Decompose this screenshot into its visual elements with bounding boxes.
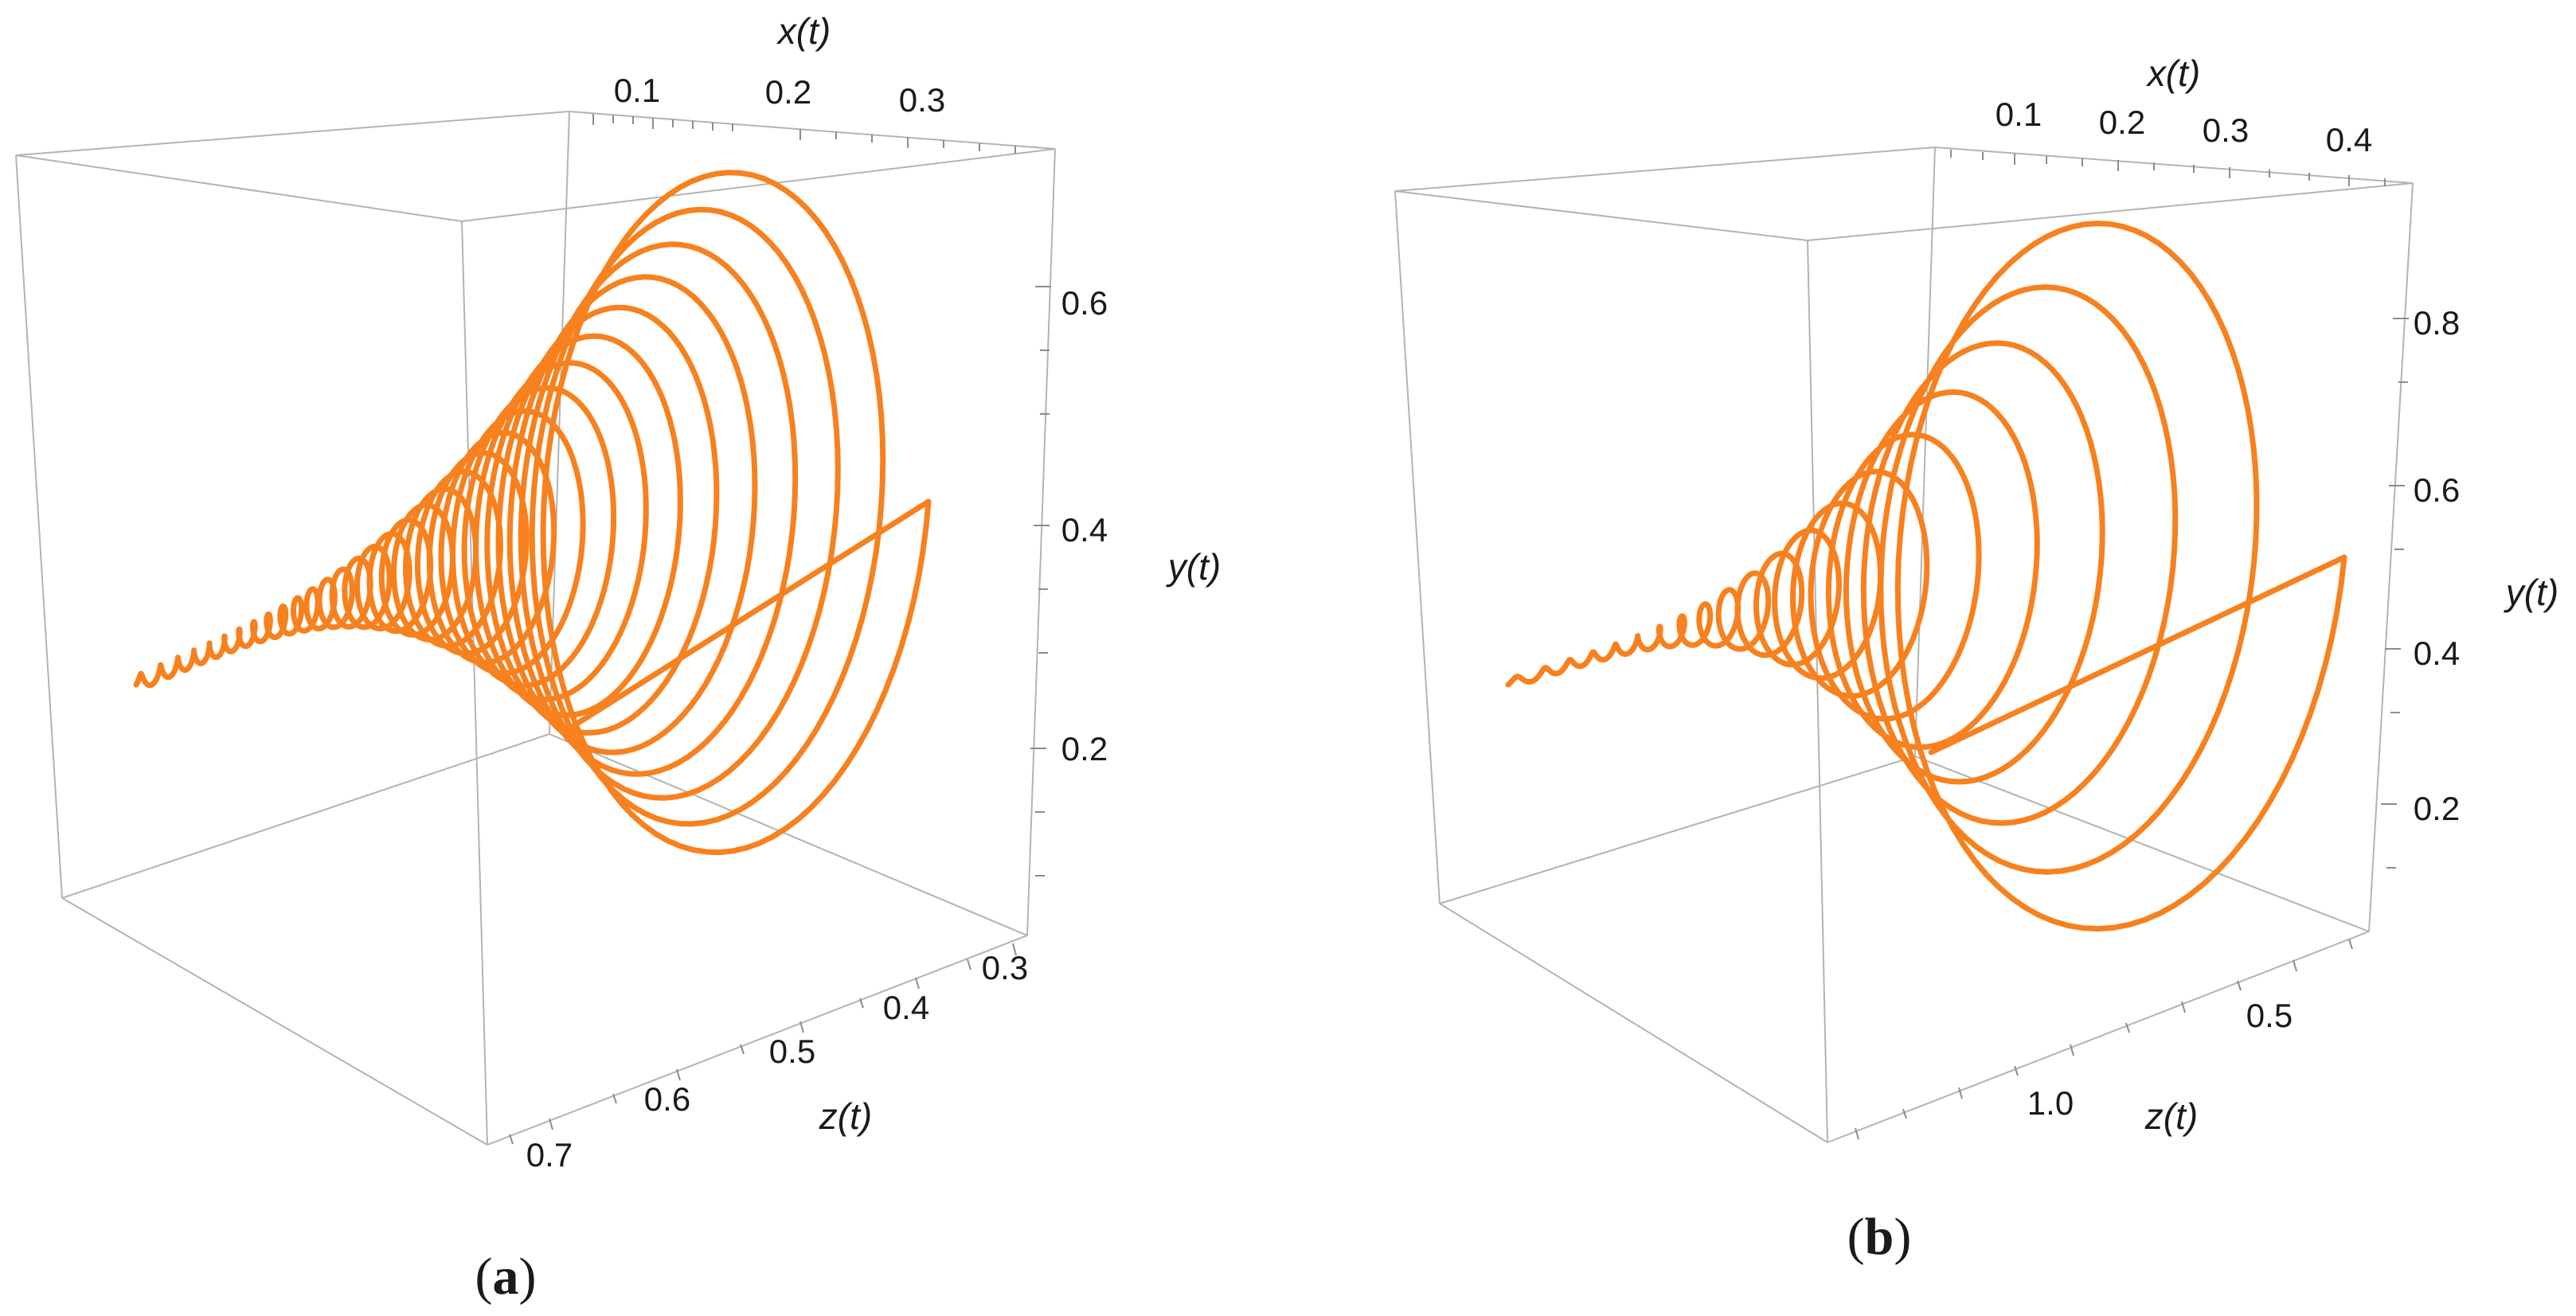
panel-b-z-tick-label: 1.0 — [2027, 1084, 2074, 1122]
panel-b-label: (b) — [1847, 1208, 1912, 1266]
svg-text:(a): (a) — [475, 1248, 537, 1306]
panel-a-trajectory-series — [133, 170, 932, 856]
panel-a-z-tick-label: 0.6 — [644, 1080, 690, 1118]
panel-a-bounding-box — [15, 111, 1056, 1146]
panel-a-x-axis-label: x(t) — [776, 10, 831, 52]
panel-a: 0.1 0.2 0.3 x(t) 0.2 0.4 0.6 y(t) — [15, 10, 1221, 1306]
panel-a-y-axis-label: y(t) — [1166, 546, 1221, 588]
panel-a-y-tick-label: 0.2 — [1061, 730, 1108, 767]
panel-a-x-tick-label: 0.1 — [614, 72, 660, 109]
panel-b-letter: b — [1865, 1208, 1894, 1266]
panel-b-y-tick-label: 0.6 — [2414, 471, 2460, 509]
panel-b-z-ticks — [1855, 939, 2353, 1140]
panel-b-bounding-box — [1394, 146, 2414, 1143]
panel-b-z-axis: 0.5 1.0 z(t) — [1855, 939, 2353, 1140]
panel-a-y-axis: 0.2 0.4 0.6 y(t) — [1030, 284, 1221, 877]
panel-b-y-ticks — [2381, 318, 2409, 869]
panel-b-x-tick-label: 0.4 — [2326, 121, 2372, 158]
panel-a-z-axis: 0.3 0.4 0.5 0.6 0.7 z(t) — [509, 943, 1028, 1173]
panel-b-trajectory-series — [1505, 221, 2347, 932]
panel-b-x-axis: 0.1 0.2 0.3 0.4 x(t) — [1950, 53, 2386, 186]
panel-b-y-tick-label: 0.8 — [2414, 304, 2460, 342]
panel-a-z-axis-label: z(t) — [819, 1095, 872, 1137]
panel-b-y-tick-label: 0.2 — [2414, 790, 2460, 827]
panel-b-y-tick-label: 0.4 — [2414, 635, 2460, 672]
panel-a-y-tick-label: 0.6 — [1061, 284, 1108, 322]
panel-a-y-ticks — [1030, 286, 1051, 877]
panel-a-label: (a) — [475, 1248, 537, 1306]
panel-b-x-tick-label: 0.3 — [2203, 111, 2249, 149]
panel-b-y-axis-label: y(t) — [2504, 572, 2558, 613]
panel-b-x-tick-label: 0.2 — [2099, 103, 2145, 141]
panel-b-z-axis-label: z(t) — [2144, 1095, 2198, 1137]
panel-b-x-tick-label: 0.1 — [1996, 96, 2042, 133]
panel-a-x-axis: 0.1 0.2 0.3 x(t) — [592, 10, 1016, 154]
panel-a-x-tick-label: 0.2 — [765, 73, 811, 111]
panel-a-z-tick-label: 0.7 — [526, 1136, 573, 1173]
panel-b: 0.1 0.2 0.3 0.4 x(t) 0.2 0.4 0.6 0.8 y(t… — [1394, 53, 2558, 1266]
panel-a-x-tick-label: 0.3 — [899, 81, 945, 119]
panel-b-z-tick-label: 0.5 — [2246, 997, 2293, 1034]
panel-a-z-tick-label: 0.3 — [982, 949, 1028, 986]
panel-a-z-ticks — [509, 943, 1017, 1145]
panel-b-x-ticks — [1950, 150, 2386, 186]
panel-a-y-tick-label: 0.4 — [1061, 511, 1108, 549]
panel-a-z-tick-label: 0.4 — [883, 989, 929, 1026]
svg-text:(b): (b) — [1847, 1208, 1912, 1266]
panel-b-y-axis: 0.2 0.4 0.6 0.8 y(t) — [2381, 304, 2558, 869]
panel-a-letter: a — [493, 1248, 519, 1306]
panel-a-x-ticks — [592, 114, 1016, 154]
panel-a-z-tick-label: 0.5 — [769, 1033, 815, 1070]
panel-b-x-axis-label: x(t) — [2146, 53, 2200, 94]
